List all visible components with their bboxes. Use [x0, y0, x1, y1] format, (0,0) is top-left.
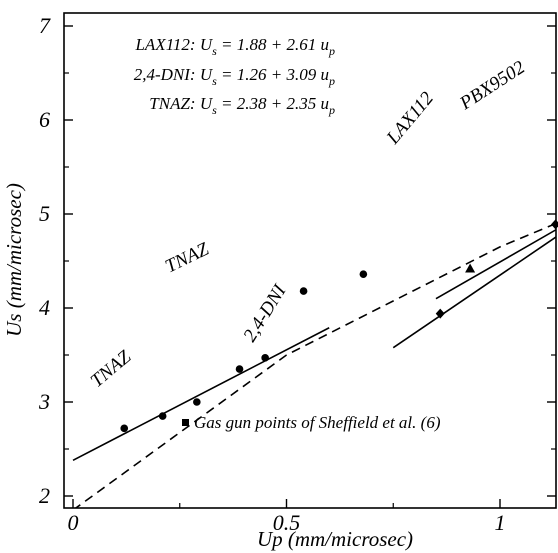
- fit-line-lax112: [435, 228, 556, 300]
- x-tick-label-0: 0: [68, 510, 79, 535]
- equation-lax112-part-3: p: [328, 44, 335, 58]
- data-point-tnaz-2: [193, 398, 201, 406]
- data-point-tnaz-4: [261, 354, 269, 362]
- data-point-tnaz-6: [359, 270, 368, 278]
- legend-annotation: Gas gun points of Sheffield et al. (6): [194, 413, 441, 432]
- equation-tnaz: TNAZ: Us = 2.38 + 2.35 up: [149, 94, 335, 117]
- equation-block: LAX112: Us = 1.88 + 2.61 up2,4-DNI: Us =…: [134, 35, 335, 117]
- equation-lax112-part-1: s: [212, 44, 217, 58]
- fit-lines-layer: [72, 222, 556, 508]
- x-tick-label-1: 0.5: [273, 510, 301, 535]
- data-point-tnaz-0: [120, 424, 129, 433]
- annotation-tnaz: TNAZ: [162, 239, 212, 278]
- data-point-tnaz-3: [235, 365, 244, 373]
- y-tick-label-5: 7: [39, 13, 51, 38]
- y-tick-label-2: 4: [39, 295, 50, 320]
- y-axis-label: Us (mm/microsec): [2, 183, 26, 337]
- line-label-lax112: LAX112: [382, 88, 438, 149]
- line-label-2-4-dni: 2,4-DNI: [239, 280, 291, 346]
- data-points-layer: [120, 219, 558, 433]
- x-axis-label: Up (mm/microsec): [257, 527, 413, 551]
- y-tick-label-3: 5: [39, 201, 50, 226]
- equation-tnaz-part-1: s: [212, 103, 217, 117]
- equation-2-4-dni-part-1: s: [212, 74, 217, 88]
- y-tick-label-4: 6: [39, 107, 50, 132]
- equation-tnaz-part-0: TNAZ: U: [149, 94, 214, 113]
- x-tick-label-2: 1: [495, 510, 506, 535]
- data-point-2-4-dni-0: [435, 308, 445, 319]
- fit-line-2-4-dni: [392, 236, 556, 349]
- equation-lax112-part-2: = 1.88 + 2.61 u: [217, 35, 329, 54]
- data-point-tnaz-1: [158, 412, 167, 420]
- equation-tnaz-part-2: = 2.38 + 2.35 u: [217, 94, 329, 113]
- y-tick-label-0: 2: [39, 483, 50, 508]
- equation-2-4-dni: 2,4-DNI: Us = 1.26 + 3.09 up: [134, 65, 335, 88]
- fit-line-tnaz: [72, 327, 330, 461]
- equation-tnaz-part-3: p: [328, 103, 335, 117]
- line-label-tnaz: TNAZ: [87, 346, 136, 392]
- legend-square-marker: [182, 419, 189, 426]
- line-label-pbx9502: PBX9502: [455, 57, 529, 115]
- equation-2-4-dni-part-0: 2,4-DNI: U: [134, 65, 214, 84]
- fit-line-pbx9502: [74, 222, 556, 508]
- equation-2-4-dni-part-3: p: [328, 74, 335, 88]
- ticks-layer: 00.511.52234567: [38, 13, 556, 535]
- equation-2-4-dni-part-2: = 1.26 + 3.09 u: [217, 65, 329, 84]
- equation-lax112-part-0: LAX112: U: [134, 35, 213, 54]
- y-tick-label-1: 3: [38, 389, 50, 414]
- data-point-lax112-0: [465, 263, 476, 273]
- data-point-2-4-dni-1: [551, 219, 558, 230]
- data-point-tnaz-5: [299, 287, 308, 295]
- equation-lax112: LAX112: Us = 1.88 + 2.61 up: [134, 35, 335, 58]
